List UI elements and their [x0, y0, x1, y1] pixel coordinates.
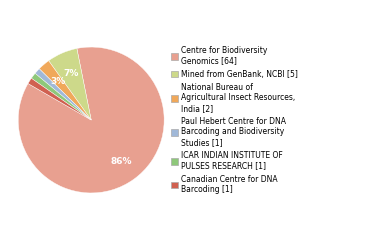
Text: 86%: 86%: [110, 157, 132, 166]
Text: 3%: 3%: [51, 77, 66, 86]
Wedge shape: [28, 78, 91, 120]
Wedge shape: [18, 47, 164, 193]
Wedge shape: [49, 48, 91, 120]
Legend: Centre for Biodiversity
Genomics [64], Mined from GenBank, NCBI [5], National Bu: Centre for Biodiversity Genomics [64], M…: [168, 43, 301, 197]
Text: 7%: 7%: [63, 69, 79, 78]
Wedge shape: [35, 69, 91, 120]
Wedge shape: [39, 61, 91, 120]
Wedge shape: [31, 73, 91, 120]
